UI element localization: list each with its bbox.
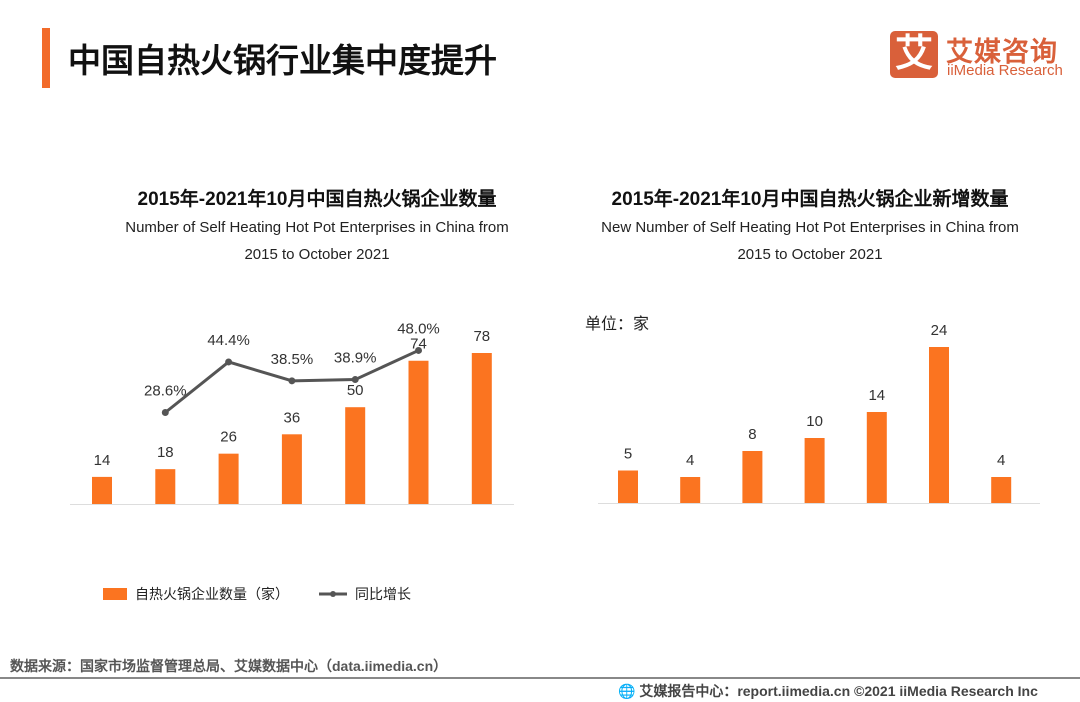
chart1-bar — [218, 453, 239, 504]
chart1-bar-label: 50 — [347, 382, 364, 399]
chart1-bar — [92, 476, 112, 504]
chart2-bar — [804, 438, 825, 503]
legend-line-swatch — [319, 591, 347, 597]
chart1-bar-label: 18 — [157, 444, 174, 461]
unit-label: 单位：家 — [585, 316, 650, 333]
chart1-growth-point — [288, 377, 296, 385]
footer: 🌐 艾媒报告中心：report.iimedia.cn ©2021 iiMedia… — [618, 681, 1038, 701]
chart1-growth-point — [415, 346, 422, 354]
chart1-growth-point — [351, 376, 359, 384]
chart2-bar — [929, 347, 949, 503]
chart1-bar — [408, 360, 429, 504]
data-source: 数据来源：国家市场监督管理总局、艾媒数据中心（data.iimedia.cn） — [10, 658, 448, 674]
chart1-growth-label: 44.4% — [207, 332, 250, 349]
chart2-bar-label: 14 — [868, 387, 885, 404]
chart1-growth-label: 28.6% — [144, 383, 187, 400]
chart1-growth-label: 38.5% — [271, 351, 314, 368]
chart1-bar-label: 36 — [284, 409, 301, 426]
logo-cn: 艾媒咨询 — [946, 37, 1058, 67]
logo-en: iiMedia Research — [947, 62, 1063, 79]
chart1-subtitle-line: Number of Self Heating Hot Pot Enterpris… — [125, 219, 509, 236]
chart1-bar-label: 14 — [94, 452, 111, 469]
footer-divider — [0, 677, 1080, 679]
chart1-growth-point — [225, 358, 233, 366]
chart2-bar-label: 24 — [931, 322, 948, 339]
globe-icon: 🌐 — [618, 683, 640, 699]
chart2-bar — [742, 451, 763, 503]
title-accent-bar — [42, 28, 50, 88]
legend-bar-swatch — [103, 588, 127, 600]
chart1-subtitle-line: 2015 to October 2021 — [244, 246, 390, 263]
chart2-bar-label: 4 — [997, 452, 1005, 469]
chart1-bar-label: 26 — [220, 429, 237, 446]
chart1-subtitle: Number of Self Heating Hot Pot Enterpris… — [67, 214, 567, 268]
chart1-growth-point — [161, 409, 169, 417]
chart1-bar — [345, 407, 366, 504]
legend: 自热火锅企业数量（家） 同比增长 — [103, 584, 411, 604]
legend-bar-label: 自热火锅企业数量（家） — [135, 586, 289, 602]
chart2-title: 2015年-2021年10月中国自热火锅企业新增数量 — [611, 189, 1009, 210]
chart2-subtitle-line: 2015 to October 2021 — [737, 246, 883, 263]
chart1-bar — [281, 434, 302, 504]
chart1-title: 2015年-2021年10月中国自热火锅企业数量 — [137, 189, 497, 210]
chart2-bar-label: 10 — [806, 413, 823, 430]
chart2-bar — [680, 477, 701, 503]
page-title: 中国自热火锅行业集中度提升 — [68, 42, 497, 79]
legend-line-label: 同比增长 — [355, 586, 411, 602]
chart2-bar — [618, 470, 638, 503]
chart2-bar — [866, 412, 887, 503]
chart2-bar-label: 8 — [748, 426, 756, 443]
chart1-bar-label: 78 — [473, 328, 490, 345]
chart2-subtitle-line: New Number of Self Heating Hot Pot Enter… — [601, 219, 1019, 236]
chart1-bar — [155, 469, 176, 504]
chart1-bar — [471, 353, 492, 504]
chart2-bar — [991, 477, 1012, 503]
chart2-subtitle: New Number of Self Heating Hot Pot Enter… — [560, 214, 1060, 268]
chart2-bar-label: 5 — [624, 446, 632, 463]
footer-text: 艾媒报告中心：report.iimedia.cn ©2021 iiMedia R… — [639, 683, 1038, 699]
chart1-bar-label: 74 — [410, 336, 427, 353]
chart1-growth-label: 48.0% — [397, 320, 440, 337]
chart1-growth-label: 38.9% — [334, 350, 377, 367]
logo-mark: 艾 — [890, 31, 938, 78]
chart2-bar-label: 4 — [686, 452, 694, 469]
